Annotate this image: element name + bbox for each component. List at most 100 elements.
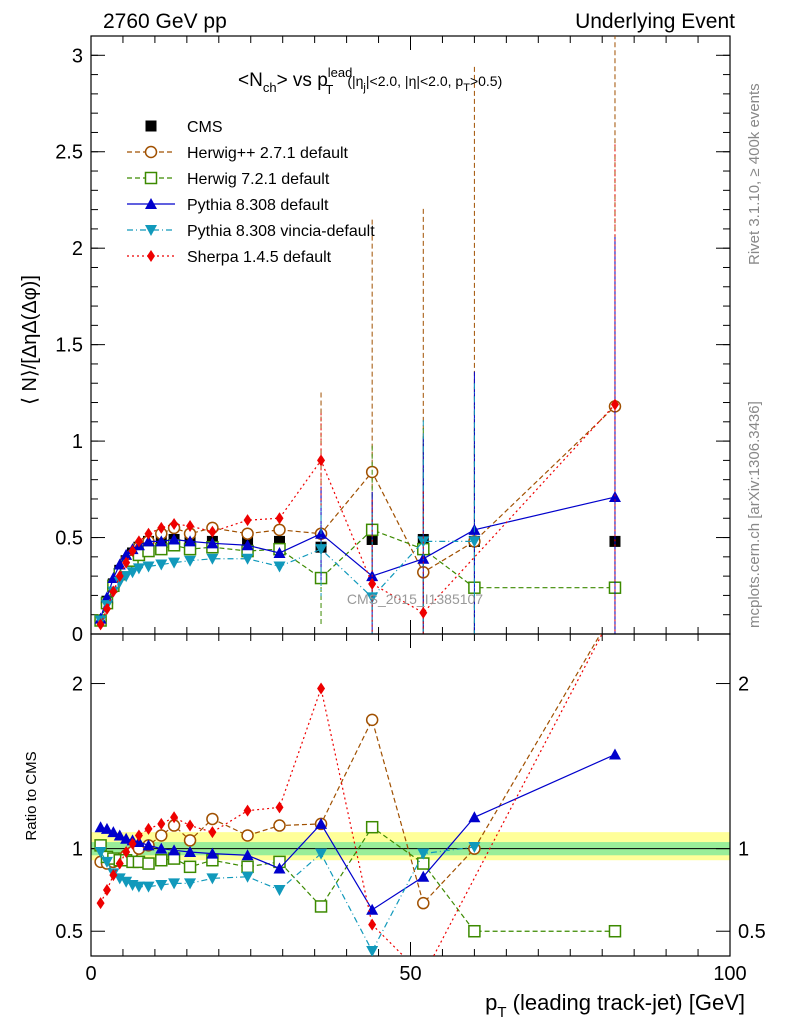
legend-label-cms: CMS: [187, 119, 223, 136]
title-sub2: T: [325, 82, 333, 97]
sherpa-1-4-5-default-ratio-point: [170, 811, 179, 824]
pythia-8-308-default-ratio-point: [142, 839, 155, 851]
main-panel: 0 0.5 1 1.5 2 2.5 3: [55, 35, 731, 646]
herwig-7-2-1-default-ratio-point: [183, 860, 197, 874]
herwig-2-7-1-default-ratio-point: [206, 812, 219, 826]
pythia-8-308-vincia-default-ratio-point: [120, 876, 133, 888]
pythia-8-308-default-point: [142, 535, 155, 547]
sherpa-1-4-5-default-point: [610, 398, 619, 411]
pythia-8-308-default-ratio-point: [366, 903, 379, 915]
header-analysis: Underlying Event: [575, 10, 735, 33]
sherpa-1-4-5-default-point: [134, 535, 143, 548]
legend-marker-sherpa-1-4-5-default: [147, 250, 155, 262]
pythia-8-308-default-ratio-point: [241, 849, 254, 861]
herwig-2-7-1-default-ratio-point: [241, 829, 254, 842]
herwig-2-7-1-default-ratio-point: [365, 713, 379, 727]
sherpa-1-4-5-default-ratio-point: [115, 857, 124, 870]
sherpa-1-4-5-default-ratio-point: [157, 817, 166, 830]
ratio-frame: [90, 633, 731, 957]
ratio-ytick-label-right: 2: [738, 674, 749, 696]
pythia-8-308-vincia-default-ratio-point: [100, 856, 113, 868]
legend: CMS Herwig++ 2.7.1 default Herwig 7.2.1 de…: [127, 119, 375, 266]
herwig-2-7-1-default-ratio-point: [183, 834, 197, 847]
sherpa-1-4-5-default-ratio-point: [144, 822, 153, 835]
pythia-8-308-default-ratio-point: [107, 826, 120, 838]
y-axis-label: ⟨ N⟩/[ΔηΔ(Δφ)]: [19, 275, 41, 405]
main-ytick-label: 0: [72, 624, 83, 646]
herwig-2-7-1-default-line: [100, 405, 616, 621]
pythia-8-308-default-point: [184, 535, 197, 547]
legend-marker-pythia-8-308-vincia-default: [145, 225, 157, 236]
rivet-label: Rivet 3.1.10, ≥ 400k events: [746, 83, 763, 265]
legend-marker-herwig-7-2-1-default: [144, 171, 158, 185]
sherpa-1-4-5-default-point: [122, 556, 131, 569]
main-plot-area: [94, 36, 622, 634]
sherpa-1-4-5-default-ratio-point: [134, 829, 143, 842]
pythia-8-308-vincia-default-point: [468, 536, 481, 548]
pythia-8-308-vincia-default-ratio-point: [184, 878, 197, 890]
ratio-ytick-label: 0.5: [55, 921, 83, 943]
pythia-8-308-default-point: [273, 546, 286, 558]
pythia-8-308-vincia-default-point: [126, 567, 139, 579]
legend-label-sherpa-1-4-5-default: Sherpa 1.4.5 default: [187, 249, 332, 266]
title-cond2: |<2.0, |η|<2.0, p: [366, 73, 464, 89]
ratio-panel: 0.5 0.5 1 1 2 2 0 50 100: [55, 633, 766, 985]
title-vs: > vs p: [277, 70, 328, 91]
ratio-axis-label: Ratio to CMS: [23, 751, 40, 840]
herwig-7-2-1-default-ratio-point: [142, 857, 155, 870]
pythia-8-308-vincia-default-ratio-point: [366, 946, 379, 956]
pythia-8-308-vincia-default-ratio-point: [113, 873, 126, 885]
herwig-2-7-1-default-point: [241, 527, 254, 540]
herwig-7-2-1-default-ratio-point: [417, 857, 430, 870]
sherpa-1-4-5-default-ratio-point: [96, 897, 105, 910]
plot-title: <Nch> vs plead T(|ηj|<2.0, |η|<2.0, pT>0.…: [238, 65, 502, 97]
sherpa-1-4-5-default-ratio-point: [122, 845, 131, 858]
herwig-7-2-1-default-ratio-point: [365, 820, 379, 834]
main-ytick-label: 2: [72, 238, 83, 260]
herwig-2-7-1-default-ratio-point: [155, 829, 168, 842]
herwig-7-2-1-default-ratio-point: [608, 924, 622, 938]
sherpa-1-4-5-default-point: [144, 527, 153, 540]
title-main: <N: [238, 70, 263, 91]
pythia-8-308-vincia-default-point: [366, 592, 379, 604]
pythia-8-308-vincia-default-point: [241, 553, 254, 565]
title-sub: ch: [263, 80, 277, 95]
title-cond1-sub: j: [362, 82, 365, 94]
sherpa-1-4-5-default-point: [109, 585, 118, 598]
sherpa-1-4-5-default-ratio-point: [128, 837, 137, 850]
header-energy: 2760 GeV pp: [103, 10, 227, 33]
pythia-8-308-vincia-default-ratio-point: [168, 878, 181, 890]
sherpa-1-4-5-default-point: [368, 577, 377, 590]
pythia-8-308-vincia-default-ratio-point: [241, 871, 254, 883]
pythia-8-308-vincia-default-ratio-point: [206, 873, 219, 885]
pythia-8-308-default-ratio-point: [468, 811, 481, 823]
pythia-8-308-default-ratio-point: [100, 822, 113, 834]
sherpa-1-4-5-default-ratio-point: [208, 826, 217, 839]
sherpa-1-4-5-default-ratio-point: [109, 869, 118, 882]
title-sup: lead: [328, 65, 353, 80]
sherpa-1-4-5-default-point: [243, 514, 252, 527]
x-axis-label: pT (leading track-jet) [GeV]: [485, 990, 745, 1021]
legend-marker-cms: [145, 120, 157, 132]
legend-label-herwig-2-7-1-default: Herwig++ 2.7.1 default: [187, 145, 349, 162]
pythia-8-308-vincia-default-point: [273, 561, 286, 573]
pythia-8-308-default-ratio-point: [155, 842, 168, 854]
pythia-8-308-default-ratio-point: [206, 847, 219, 859]
main-ytick-label: 1.5: [55, 335, 83, 357]
sherpa-1-4-5-default-point: [170, 518, 179, 531]
pythia-8-308-vincia-default-ratio-point: [155, 879, 168, 891]
pythia-8-308-default-point: [608, 491, 621, 503]
sherpa-1-4-5-default-point: [102, 602, 111, 615]
pythia-8-308-default-point: [241, 539, 254, 551]
herwig-7-2-1-default-ratio-point: [468, 924, 481, 938]
pythia-8-308-vincia-default-point: [184, 555, 197, 567]
legend-label-pythia-8-308-default: Pythia 8.308 default: [187, 197, 329, 214]
legend-marker-herwig-2-7-1-default: [144, 145, 158, 159]
sherpa-1-4-5-default-ratio-point: [243, 804, 252, 817]
pythia-8-308-vincia-default-ratio-point: [315, 848, 328, 860]
mcplots-label: mcplots.cern.ch [arXiv:1306.3436]: [746, 401, 763, 628]
herwig-2-7-1-default-point: [273, 523, 286, 537]
pythia-8-308-default-ratio-point: [273, 862, 286, 874]
ratio-plot-area: [94, 634, 622, 956]
